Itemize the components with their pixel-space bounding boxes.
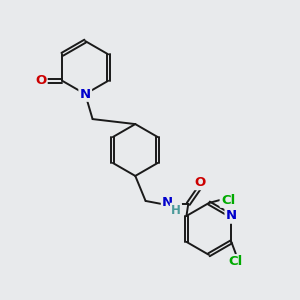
- Text: N: N: [80, 88, 91, 100]
- Text: O: O: [35, 74, 46, 87]
- Text: O: O: [195, 176, 206, 189]
- Text: H: H: [171, 204, 181, 217]
- Text: N: N: [226, 209, 237, 223]
- Text: N: N: [162, 196, 173, 209]
- Text: Cl: Cl: [229, 255, 243, 268]
- Text: Cl: Cl: [221, 194, 235, 207]
